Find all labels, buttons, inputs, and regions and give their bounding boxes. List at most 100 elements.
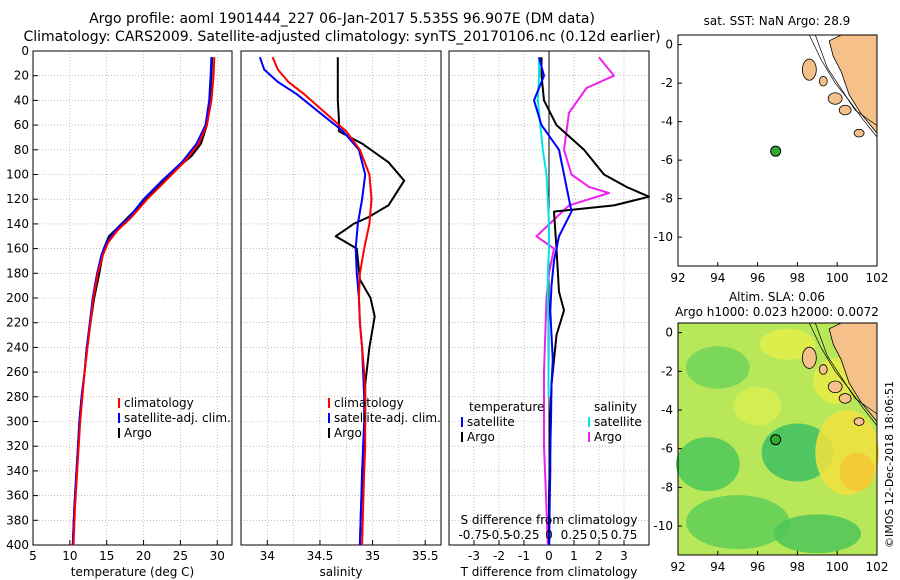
sst-map-panel: 92 94 96 98 100 102 0 -2 -4 -6 -8 -10 sat. SST: NaN … (653, 14, 888, 285)
series-line-s-argo (535, 56, 615, 546)
land-island (838, 393, 852, 404)
y-tick-label: 380 (6, 513, 29, 527)
map-title-sst: sat. SST: NaN Argo: 28.9 (704, 14, 851, 28)
x-tick-label: 34 (260, 549, 275, 563)
x-tick-label: 92 (670, 560, 685, 574)
land-island (818, 75, 828, 87)
legend-label: satellite (594, 415, 642, 429)
x-tick-label: 102 (866, 560, 889, 574)
salinity-panel: 34 34.5 35 35.5 salinity climatologysatellite… (240, 50, 442, 579)
argo-float-marker (770, 145, 782, 157)
y-tick-label: 260 (6, 365, 29, 379)
land-island (827, 92, 843, 105)
x-tick-label: 30 (210, 549, 225, 563)
s-diff-tick-label: -0.25 (508, 528, 539, 542)
x-tick-label: 2 (595, 549, 603, 563)
y-tick-label: -4 (661, 115, 673, 129)
legend-header-temperature: temperature (469, 400, 544, 414)
x-tick-label: 10 (62, 549, 77, 563)
x-tick-label: 35.5 (412, 549, 439, 563)
y-tick-label: -10 (653, 519, 673, 533)
x-tick-label: 0 (545, 549, 553, 563)
y-tick-label: -6 (661, 442, 673, 456)
x-axis-label-salinity-diff: S difference from climatology (461, 513, 638, 527)
y-tick-label: -2 (661, 76, 673, 90)
land-island (818, 364, 828, 375)
bathymetry-contour (808, 322, 878, 426)
x-tick-label: 98 (790, 271, 805, 285)
y-tick-label: -4 (661, 403, 673, 417)
map-subtitle-sla: Argo h1000: 0.023 h2000: 0.0072 (675, 305, 879, 319)
y-tick-label: 340 (6, 464, 29, 478)
land-island (801, 346, 817, 369)
s-diff-tick-label: -0.5 (487, 528, 510, 542)
y-tick-label: 0 (665, 326, 673, 340)
x-tick-label: -2 (493, 549, 505, 563)
bathymetry-contour (814, 322, 878, 415)
x-tick-label: 5 (29, 549, 37, 563)
x-axis-label: salinity (319, 565, 362, 579)
sla-anomaly-blob (685, 495, 790, 550)
y-tick-label: -10 (653, 230, 673, 244)
y-tick-label: 300 (6, 415, 29, 429)
s-diff-tick-label: 0.75 (611, 528, 638, 542)
title-line-1: Argo profile: aoml 1901444_227 06-Jan-20… (89, 11, 595, 27)
credit-label: ©IMOS 12-Dec-2018 18:06:51 (883, 381, 896, 548)
y-tick-label: 220 (6, 316, 29, 330)
x-tick-label: 100 (826, 560, 849, 574)
s-diff-tick-label: -0.75 (458, 528, 489, 542)
legend-label: satellite-adj. clim. (124, 411, 231, 425)
y-tick-label: -8 (661, 480, 673, 494)
legend-label: Argo (467, 430, 495, 444)
x-tick-label: 96 (750, 271, 765, 285)
y-tick-label: 20 (14, 69, 29, 83)
x-tick-label: -3 (468, 549, 480, 563)
x-tick-label: 94 (710, 271, 725, 285)
legend-label: Argo (334, 426, 362, 440)
x-tick-label: 102 (866, 271, 889, 285)
x-tick-label: 35 (365, 549, 380, 563)
y-tick-label: 200 (6, 291, 29, 305)
series-line-t-argo (540, 57, 650, 545)
x-tick-label: 15 (99, 549, 114, 563)
x-tick-label: 34.5 (307, 549, 334, 563)
x-tick-label: -1 (518, 549, 530, 563)
y-tick-label: 240 (6, 340, 29, 354)
y-tick-label: 140 (6, 217, 29, 231)
land-island (853, 417, 865, 426)
y-tick-label: 40 (14, 93, 29, 107)
x-tick-label: 1 (570, 549, 578, 563)
sla-anomaly-blob (733, 386, 782, 426)
y-tick-label: -6 (661, 153, 673, 167)
x-tick-label: 96 (750, 560, 765, 574)
series-line-climatology (271, 56, 373, 546)
x-tick-label: 94 (710, 560, 725, 574)
map-frame (677, 322, 878, 556)
y-tick-label: -8 (661, 192, 673, 206)
y-tick-label: 320 (6, 439, 29, 453)
land-island (853, 128, 865, 138)
legend-label: satellite (467, 415, 515, 429)
land-island (838, 104, 852, 116)
sla-anomaly-blob (773, 514, 862, 554)
axes-frame (240, 50, 442, 546)
series-line-climatology (72, 57, 216, 546)
y-tick-label: 400 (6, 538, 29, 552)
series-line-t-satellite (533, 56, 573, 546)
y-tick-label: 180 (6, 266, 29, 280)
temperature-panel: 0 20 40 60 80 100 120 140 160 180 200 220 240 260 280 3… (6, 44, 233, 579)
map-title-sla: Altim. SLA: 0.06 (729, 290, 825, 304)
s-diff-tick-label: 0 (545, 528, 553, 542)
y-tick-label: 120 (6, 192, 29, 206)
x-tick-label: 92 (670, 271, 685, 285)
x-tick-label: 98 (790, 560, 805, 574)
x-axis-label: temperature (deg C) (71, 565, 194, 579)
legend-label: climatology (334, 396, 404, 410)
x-axis-label: T difference from climatology (460, 565, 638, 579)
legend-label: Argo (124, 426, 152, 440)
sla-anomaly-blob (839, 452, 876, 492)
sla-map-panel: 92 94 96 98 100 102 0 -2 -4 -6 -8 -10 Altim. SLA: 0.… (653, 290, 888, 574)
y-tick-label: 360 (6, 489, 29, 503)
bathymetry-contour (808, 34, 878, 138)
x-tick-label: 100 (826, 271, 849, 285)
